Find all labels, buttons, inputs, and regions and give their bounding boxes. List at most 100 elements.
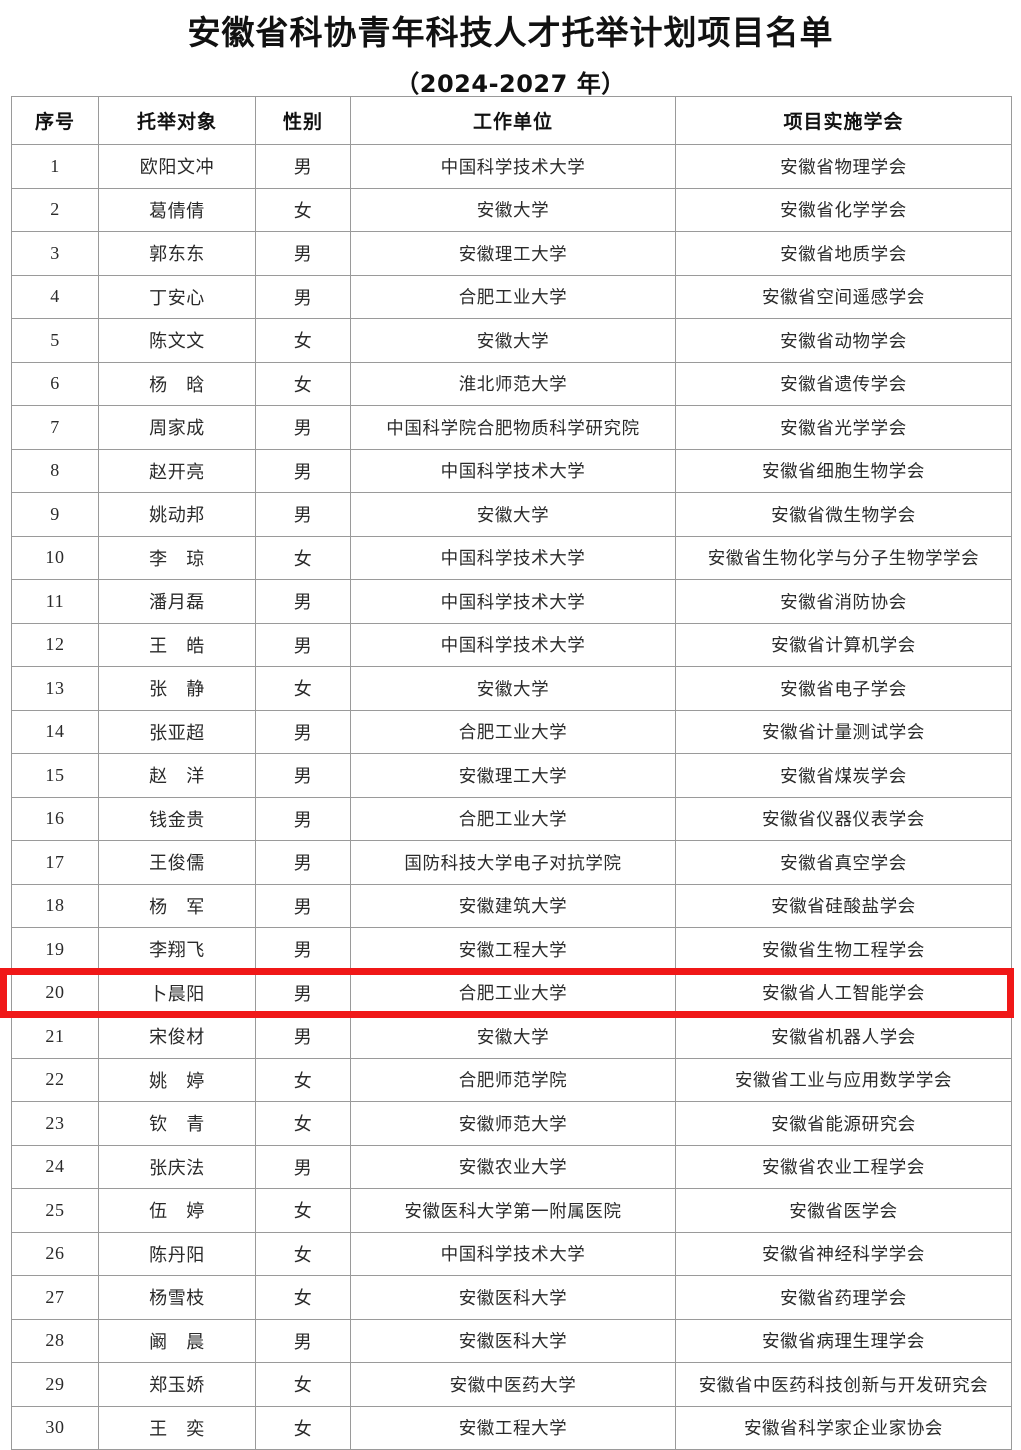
cell-society: 安徽省化学学会 [675,187,1012,232]
cell-gender: 男 [255,753,351,798]
cell-society: 安徽省计量测试学会 [675,709,1012,754]
cell-society: 安徽省电子学会 [675,666,1012,711]
cell-index: 29 [11,1362,99,1407]
cell-gender: 男 [255,274,351,319]
cell-society: 安徽省农业工程学会 [675,1144,1012,1189]
cell-gender: 女 [255,1231,351,1276]
document-page: 安徽省科协青年科技人才托举计划项目名单 （2024-2027 年） 序号 托举对… [0,13,1014,1450]
cell-index: 27 [11,1275,99,1320]
column-header-name: 托举对象 [98,96,256,145]
cell-unit: 国防科技大学电子对抗学院 [350,840,676,885]
table-row: 26 陈丹阳女中国科学技术大学 安徽省神经科学学会 [11,1231,1012,1276]
cell-society: 安徽省硅酸盐学会 [675,883,1012,928]
column-header-society: 项目实施学会 [675,96,1012,145]
cell-name: 王 皓 [98,622,256,667]
cell-unit: 安徽理工大学 [350,753,676,798]
cell-index: 15 [11,753,99,798]
cell-society: 安徽省消防协会 [675,579,1012,624]
cell-unit: 安徽医科大学第一附属医院 [350,1188,676,1233]
cell-gender: 女 [255,535,351,580]
cell-gender: 男 [255,1144,351,1189]
cell-index: 18 [11,883,99,928]
cell-unit: 安徽大学 [350,187,676,232]
cell-index: 3 [11,231,99,276]
cell-index: 1 [11,144,99,189]
cell-unit: 合肥工业大学 [350,274,676,319]
cell-index: 5 [11,318,99,363]
table-row: 29 郑玉娇女安徽中医药大学 安徽省中医药科技创新与开发研究会 [11,1362,1012,1407]
table-row: 8 赵开亮男中国科学技术大学 安徽省细胞生物学会 [11,448,1012,493]
cell-gender: 男 [255,1318,351,1363]
cell-society: 安徽省光学学会 [675,405,1012,450]
cell-society: 安徽省药理学会 [675,1275,1012,1320]
table-row: 1 欧阳文冲男中国科学技术大学 安徽省物理学会 [11,144,1012,189]
table-row: 25 伍 婷女安徽医科大学第一附属医院 安徽省医学会 [11,1188,1012,1233]
cell-gender: 男 [255,622,351,667]
table-row: 7 周家成男中国科学院合肥物质科学研究院 安徽省光学学会 [11,405,1012,450]
cell-name: 丁安心 [98,274,256,319]
cell-unit: 安徽大学 [350,1014,676,1059]
column-header-index: 序号 [11,96,99,145]
cell-society: 安徽省细胞生物学会 [675,448,1012,493]
cell-society: 安徽省仪器仪表学会 [675,796,1012,841]
cell-index: 23 [11,1101,99,1146]
page-title: 安徽省科协青年科技人才托举计划项目名单 [187,13,834,52]
cell-gender: 男 [255,579,351,624]
cell-index: 16 [11,796,99,841]
cell-gender: 男 [255,927,351,972]
cell-unit: 中国科学技术大学 [350,1231,676,1276]
cell-society: 安徽省神经科学学会 [675,1231,1012,1276]
cell-name: 伍 婷 [98,1188,256,1233]
cell-name: 姚动邦 [98,492,256,537]
cell-society: 安徽省生物化学与分子生物学学会 [675,535,1012,580]
table-row: 27 杨雪枝女安徽医科大学 安徽省药理学会 [11,1275,1012,1320]
cell-gender: 女 [255,1057,351,1102]
cell-name: 姚 婷 [98,1057,256,1102]
table-row: 4 丁安心男合肥工业大学 安徽省空间遥感学会 [11,274,1012,319]
cell-name: 郭东东 [98,231,256,276]
cell-society: 安徽省生物工程学会 [675,927,1012,972]
cell-gender: 女 [255,1362,351,1407]
table-row: 23 钦 青女安徽师范大学 安徽省能源研究会 [11,1101,1012,1146]
cell-name: 阚 晨 [98,1318,256,1363]
cell-society: 安徽省物理学会 [675,144,1012,189]
cell-society: 安徽省遗传学会 [675,361,1012,406]
cell-society: 安徽省工业与应用数学学会 [675,1057,1012,1102]
table-row: 16 钱金贵男合肥工业大学 安徽省仪器仪表学会 [11,796,1012,841]
cell-index: 14 [11,709,99,754]
table-row: 22 姚 婷女合肥师范学院 安徽省工业与应用数学学会 [11,1057,1012,1102]
roster-table-container: 序号 托举对象 性别 工作单位 项目实施学会 1 欧阳文冲男中国科学技术大学 安徽省… [11,96,1012,1450]
cell-gender: 女 [255,361,351,406]
cell-gender: 男 [255,144,351,189]
cell-society: 安徽省能源研究会 [675,1101,1012,1146]
cell-name: 李 琼 [98,535,256,580]
table-row: 12 王 皓男中国科学技术大学 安徽省计算机学会 [11,622,1012,667]
cell-unit: 安徽工程大学 [350,927,676,972]
cell-gender: 男 [255,448,351,493]
table-row: 14 张亚超男合肥工业大学 安徽省计量测试学会 [11,709,1012,754]
cell-index: 9 [11,492,99,537]
table-row: 15 赵 洋男安徽理工大学 安徽省煤炭学会 [11,753,1012,798]
cell-gender: 女 [255,187,351,232]
cell-society: 安徽省机器人学会 [675,1014,1012,1059]
table-row: 3 郭东东男安徽理工大学 安徽省地质学会 [11,231,1012,276]
cell-name: 葛倩倩 [98,187,256,232]
cell-name: 张庆法 [98,1144,256,1189]
cell-index: 11 [11,579,99,624]
table-header-row: 序号 托举对象 性别 工作单位 项目实施学会 [11,96,1012,145]
cell-unit: 安徽师范大学 [350,1101,676,1146]
cell-name: 王俊儒 [98,840,256,885]
cell-society: 安徽省人工智能学会 [675,970,1012,1015]
cell-index: 28 [11,1318,99,1363]
cell-name: 潘月磊 [98,579,256,624]
cell-name: 赵开亮 [98,448,256,493]
cell-unit: 安徽理工大学 [350,231,676,276]
cell-index: 8 [11,448,99,493]
table-row: 10 李 琼女中国科学技术大学 安徽省生物化学与分子生物学学会 [11,535,1012,580]
cell-society: 安徽省计算机学会 [675,622,1012,667]
table-row: 19 李翔飞男安徽工程大学 安徽省生物工程学会 [11,927,1012,972]
cell-index: 17 [11,840,99,885]
table-row: 21 宋俊材男安徽大学 安徽省机器人学会 [11,1014,1012,1059]
cell-unit: 合肥师范学院 [350,1057,676,1102]
cell-gender: 男 [255,1014,351,1059]
